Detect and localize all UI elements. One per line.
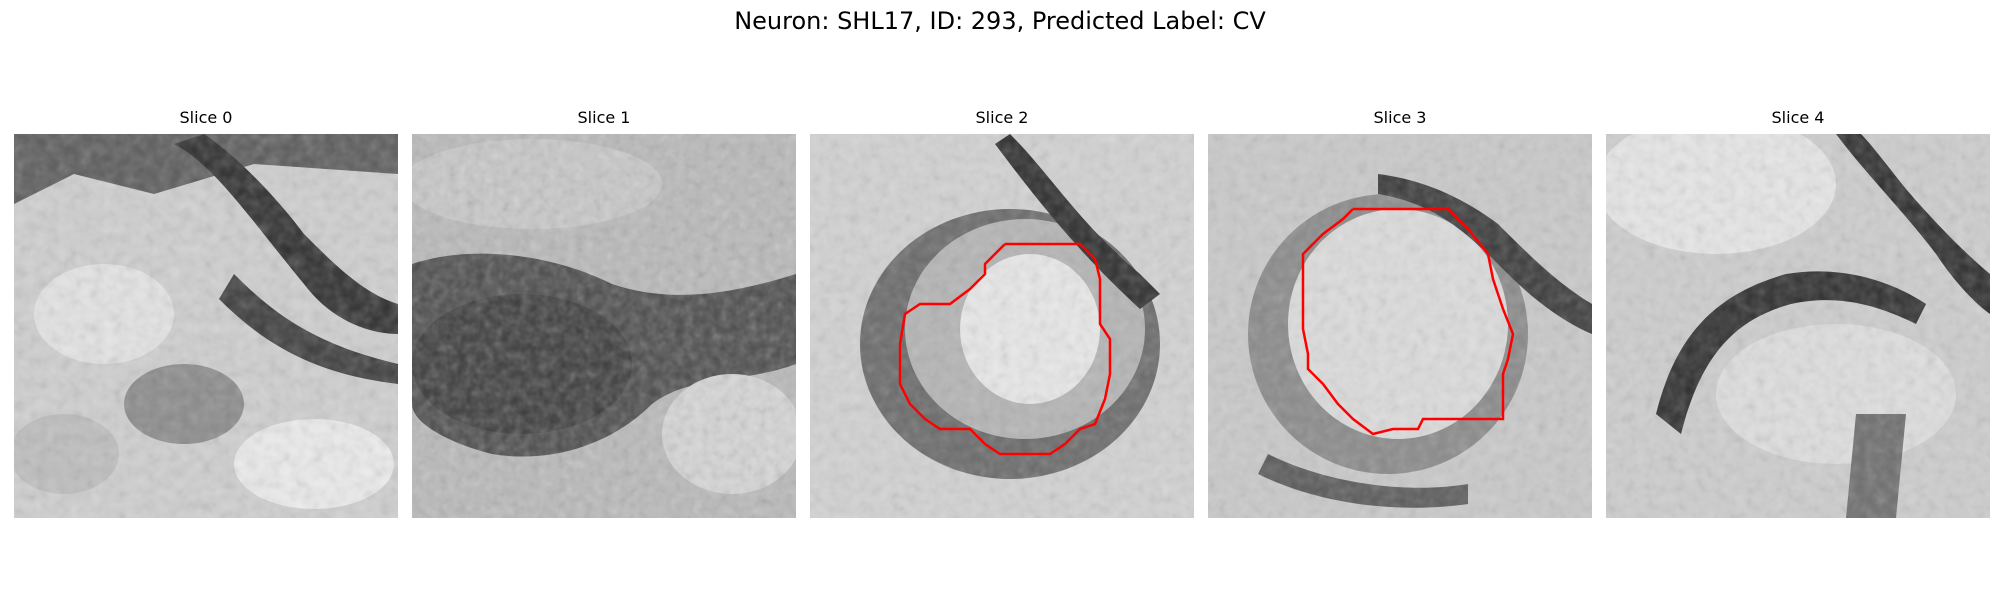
slice-panel-4: Slice 4 [1606,108,1990,518]
slice-title-3: Slice 3 [1373,108,1427,127]
slice-image-3 [1208,134,1592,518]
slice-panel-3: Slice 3 [1208,108,1592,518]
slice-image-2 [810,134,1194,518]
slice-panel-1: Slice 1 [412,108,796,518]
slice-image-0 [14,134,398,518]
slice-panel-2: Slice 2 [810,108,1194,518]
slice-2-contour [898,242,1112,456]
slice-panel-0: Slice 0 [14,108,398,518]
slice-3-contour [1301,207,1515,436]
slice-image-1 [412,134,796,518]
slice-title-4: Slice 4 [1771,108,1825,127]
slice-title-2: Slice 2 [975,108,1029,127]
slice-title-0: Slice 0 [179,108,233,127]
figure-title: Neuron: SHL17, ID: 293, Predicted Label:… [734,7,1266,35]
slice-image-4 [1606,134,1990,518]
slice-title-1: Slice 1 [577,108,631,127]
